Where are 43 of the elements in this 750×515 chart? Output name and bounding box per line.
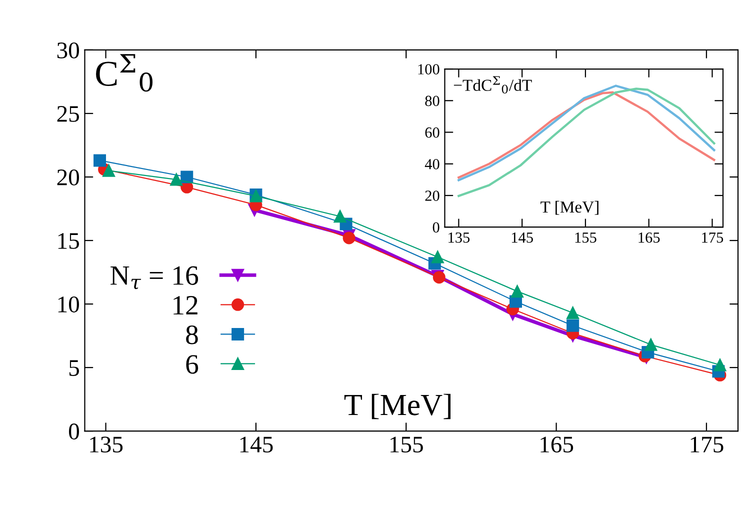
point — [566, 306, 580, 320]
y-tick-label: 5 — [69, 360, 79, 376]
x-tick-label: 165 — [638, 232, 660, 243]
point — [94, 154, 106, 167]
x-tick-label: 165 — [540, 436, 574, 453]
x-tick-label: 135 — [448, 232, 470, 243]
y-tick-label: 40 — [424, 159, 440, 170]
y-tick-label: 25 — [57, 106, 79, 122]
point — [644, 338, 658, 351]
y-tick-label: 80 — [425, 96, 440, 106]
x-axis-title: T [MeV] — [540, 200, 598, 215]
y-axis-title: C$^{Σ}$$_{0}$ — [96, 54, 153, 92]
y-tick-label: 0 — [432, 222, 440, 233]
point — [334, 210, 346, 223]
y-tick-label: 100 — [418, 64, 440, 74]
point — [170, 173, 183, 186]
point — [714, 358, 726, 372]
y-tick-label: 10 — [58, 296, 79, 312]
point — [342, 232, 356, 244]
x-tick-label: 175 — [702, 232, 724, 243]
y-tick-label: 60 — [425, 127, 440, 138]
y-axis-title: −TdC$^{Σ}$$_{0}$/dT — [454, 76, 532, 94]
point — [431, 250, 444, 264]
y-tick-label: 20 — [425, 190, 440, 201]
x-tick-label: 135 — [90, 436, 123, 453]
y-tick-label: 15 — [58, 233, 79, 249]
x-tick-label: 155 — [390, 436, 423, 453]
x-tick-label: 155 — [575, 232, 596, 243]
point — [102, 164, 116, 177]
y-tick-label: 20 — [57, 169, 79, 186]
point — [180, 170, 194, 184]
y-tick-label: 30 — [57, 42, 79, 58]
x-tick-label: 145 — [512, 232, 533, 243]
x-tick-label: 175 — [690, 436, 724, 453]
legend-label: 12 — [174, 296, 198, 314]
x-axis-title: T [MeV] — [344, 394, 450, 420]
y-tick-label: 0 — [68, 424, 79, 440]
x-tick-label: 145 — [240, 436, 273, 453]
legend-label: 8 — [186, 325, 198, 344]
point — [510, 285, 524, 298]
legend-label: 6 — [186, 355, 198, 374]
legend-label: N$_{τ}$ = 16 — [110, 266, 198, 290]
point — [566, 319, 580, 332]
